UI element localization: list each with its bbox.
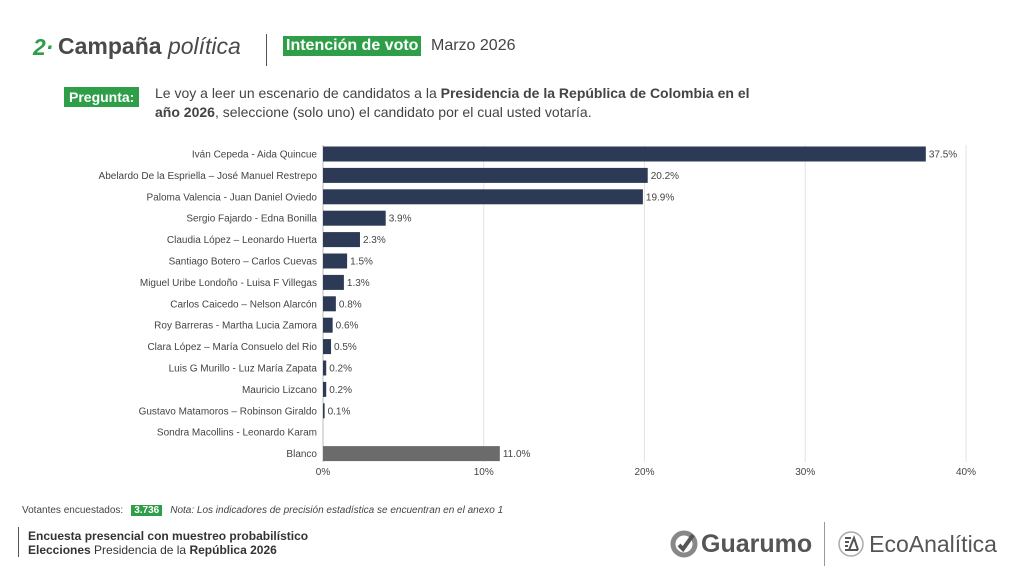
category-label: Paloma Valencia - Juan Daniel Oviedo [147,192,318,203]
bar [323,210,386,226]
category-label: Sondra Macollins - Leonardo Karam [157,428,317,439]
x-tick-label: 0% [316,467,331,478]
category-label: Santiago Botero – Carlos Cuevas [169,257,317,268]
bar [323,317,333,333]
methodology-line1: Encuesta presencial con muestreo probabi… [28,529,309,543]
category-label: Sergio Fajardo - Edna Bonilla [186,214,317,225]
category-label: Clara López – María Consuelo del Rio [147,342,317,353]
value-label: 37.5% [929,150,957,161]
ecoanalitica-icon [838,531,864,557]
bar [323,146,926,162]
category-label: Abelardo De la Espriella – José Manuel R… [99,171,318,182]
value-label: 1.3% [347,278,370,289]
category-label: Mauricio Lizcano [242,385,317,396]
bar [323,274,344,290]
survey-date: Marzo 2026 [431,37,516,54]
question-text-1: Le voy a leer un escenario de candidatos… [155,85,441,101]
question-text: Le voy a leer un escenario de candidatos… [155,84,755,122]
value-label: 0.2% [329,364,352,375]
ecoanalitica-logo: EcoAnalítica [837,530,997,558]
bar [323,381,327,397]
category-label: Roy Barreras - Martha Lucia Zamora [154,321,317,332]
value-label: 0.8% [339,299,362,310]
value-label: 0.6% [336,321,359,332]
category-label: Miguel Uribe Londoño - Luisa F Villegas [140,278,317,289]
category-label: Carlos Caicedo – Nelson Alarcón [170,299,317,310]
x-tick-label: 40% [956,467,976,478]
question-label: Pregunta: [64,87,140,107]
category-label: Iván Cepeda - Aida Quincue [192,150,318,161]
section-number: 2· [33,34,54,60]
logo-divider [824,522,826,566]
sample-count: 3.736 [131,505,163,516]
value-label: 20.2% [651,171,679,182]
methodology: Encuesta presencial con muestreo probabi… [28,529,308,557]
category-label: Blanco [286,449,317,460]
category-label: Gustavo Matamoros – Robinson Giraldo [139,406,318,417]
bar [323,403,325,419]
line2-bold2: República 2026 [189,543,277,557]
bar [323,189,643,205]
value-label: 2.3% [363,235,386,246]
value-label: 19.9% [646,192,674,203]
bar [323,360,327,376]
value-label: 0.1% [328,406,351,417]
bar [323,296,336,312]
value-label: 1.5% [350,257,373,268]
guarumo-logo: Guarumo [670,530,812,559]
bar [323,167,648,183]
value-label: 11.0% [503,449,531,460]
ecoanalitica-text: EcoAnalítica [869,530,997,557]
section-title-main: Campaña [58,33,162,59]
sample-info: Votantes encuestados: 3.736 Nota: Los indi… [22,505,503,516]
question-text-2: , seleccione (solo uno) el candidato por… [214,104,592,120]
section-title: Campaña política [58,33,241,60]
guarumo-check-icon [670,530,698,558]
x-tick-label: 10% [474,467,494,478]
value-label: 0.5% [334,342,357,353]
value-label: 0.2% [329,385,352,396]
category-label: Luis G Murillo - Luz María Zapata [169,364,318,375]
x-tick-label: 30% [795,467,815,478]
footer-divider [18,527,19,557]
bar [323,253,348,269]
header-divider [266,34,267,66]
line2-text: Presidencia de la [90,543,190,557]
sample-label: Votantes encuestados: [22,505,124,516]
bar [323,232,360,248]
x-tick-label: 20% [634,467,654,478]
logos: Guarumo EcoAnalítica [670,522,997,566]
question-text-bold: Presidencia de la República de Colombia … [155,85,750,120]
bar [323,339,332,355]
bar-chart: 0% 10% 20% 30% 40% Iván Cepeda - Aida Quincue… [99,145,976,478]
category-label: Claudia López – Leonardo Huerta [167,235,318,246]
topic-badge: Intención de voto [283,36,422,56]
bar [323,446,500,462]
precision-note: Nota: Los indicadores de precisión estad… [170,505,504,516]
section-title-italic: política [167,33,241,59]
value-label: 3.9% [389,214,412,225]
line2-bold: Elecciones [28,543,91,557]
guarumo-text: Guarumo [701,529,813,558]
